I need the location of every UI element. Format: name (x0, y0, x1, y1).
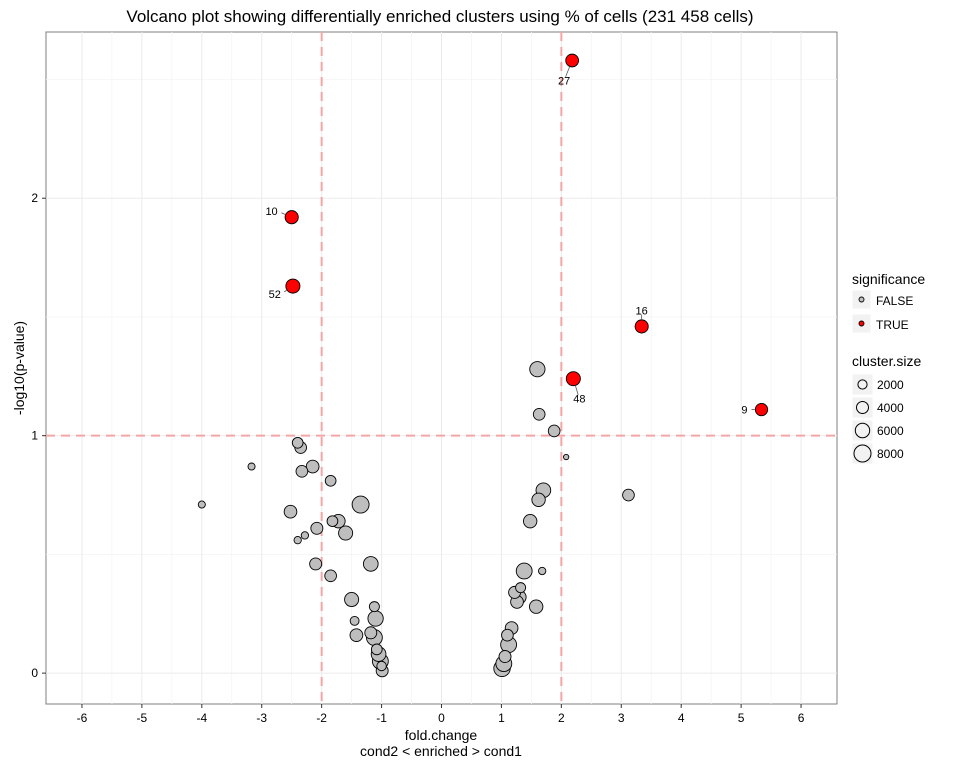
non-significant-point (324, 474, 337, 487)
point-label: 27 (558, 75, 570, 87)
non-significant-point (531, 492, 546, 507)
non-significant-point (515, 582, 527, 594)
y-axis-label: -log10(p-value) (11, 321, 27, 415)
point-label: 48 (573, 394, 585, 406)
point-label-leader (283, 289, 288, 293)
point-label: 9 (741, 405, 747, 417)
non-significant-point (563, 453, 570, 461)
point-label-leader (565, 66, 571, 77)
x-tick-label: 4 (678, 711, 685, 725)
point-label: 52 (269, 289, 281, 301)
legend-size-title: cluster.size (852, 353, 921, 369)
legend-size-key-1 (851, 373, 874, 396)
non-significant-point (547, 424, 561, 438)
significant-point (754, 402, 769, 417)
x-tick-label: 6 (798, 711, 805, 725)
non-significant-point (293, 536, 302, 545)
legend-size-2000 (857, 379, 868, 390)
non-significant-point (368, 601, 380, 613)
threshold-lines (46, 32, 837, 704)
non-significant-point (501, 628, 514, 642)
non-significant-point (349, 615, 360, 626)
non-significant-point (370, 643, 383, 656)
x-tick-label: 1 (498, 711, 505, 725)
non-significant-point (295, 464, 309, 478)
significant-point (284, 210, 299, 225)
legend-size-4000 (856, 401, 869, 414)
legend-true-swatch (858, 320, 865, 327)
non-significant-point (622, 488, 635, 502)
non-significant-point (309, 557, 323, 571)
y-tick-label: 1 (31, 429, 38, 443)
legend-size-8000 (853, 444, 872, 463)
legend-size-label-8000: 8000 (877, 447, 904, 461)
non-significant-point (291, 436, 304, 449)
non-significant-point (538, 566, 547, 576)
y-tick-label: 0 (31, 666, 38, 680)
non-significant-point (523, 513, 538, 529)
significant-point (634, 319, 649, 334)
point-label: 16 (636, 305, 648, 317)
legend-true-label: TRUE (876, 318, 909, 332)
non-significant-point (529, 599, 544, 614)
x-tick-label: -6 (77, 711, 88, 725)
non-significant-point (498, 650, 512, 663)
x-tick-label: -1 (376, 711, 387, 725)
y-tick-label: 2 (31, 191, 38, 205)
non-significant-point (344, 592, 360, 608)
legend-significance-title: significance (852, 271, 925, 287)
non-significant-point (326, 515, 339, 527)
non-significant-point (349, 628, 364, 642)
x-tick-label: 2 (558, 711, 565, 725)
point-label-leader (281, 212, 286, 215)
chart-title: Volcano plot showing differentially enri… (126, 7, 753, 26)
x-tick-label: -3 (256, 711, 267, 725)
non-significant-point (529, 361, 546, 378)
non-significant-point (515, 562, 533, 580)
non-significant-point (376, 660, 387, 672)
legend-false-label: FALSE (876, 294, 913, 308)
data-points (197, 53, 769, 678)
x-tick-label: -4 (196, 711, 207, 725)
legend-size-6000 (854, 422, 871, 439)
point-labels: 27 10 52 16 48 9 (265, 66, 756, 417)
legend-false-swatch (858, 296, 865, 303)
non-significant-point (300, 531, 310, 540)
non-significant-point (364, 626, 378, 640)
minor-grid (46, 32, 837, 704)
y-axis-ticks: 0 1 2 (31, 191, 46, 680)
non-significant-point (532, 407, 546, 421)
legend-size-key-4 (851, 442, 874, 465)
x-tick-label: 3 (618, 711, 625, 725)
legend-size-label-2000: 2000 (877, 378, 904, 392)
legend-size-label-4000: 4000 (877, 401, 904, 415)
x-tick-label: 0 (438, 711, 445, 725)
x-tick-label: -5 (137, 711, 148, 725)
non-significant-point (197, 500, 206, 509)
non-significant-point (324, 569, 337, 583)
legend-size-label-6000: 6000 (877, 424, 904, 438)
x-tick-label: -2 (316, 711, 327, 725)
major-grid (46, 32, 837, 704)
non-significant-point (367, 610, 384, 627)
x-axis-ticks: -6 -5 -4 -3 -2 -1 0 1 2 3 4 5 6 (77, 704, 805, 725)
point-label-leader (574, 385, 579, 395)
x-axis-sublabel: cond2 < enriched > cond1 (360, 743, 522, 759)
x-axis-label: fold.change (405, 727, 478, 743)
non-significant-point (247, 462, 256, 471)
x-tick-label: 5 (738, 711, 745, 725)
non-significant-point (338, 525, 354, 541)
legend-size-key-2 (851, 396, 874, 419)
non-significant-point (283, 504, 298, 519)
non-significant-point (305, 459, 320, 474)
significant-point (565, 53, 579, 68)
point-label: 10 (265, 206, 277, 218)
non-significant-point (351, 495, 370, 514)
non-significant-point (310, 521, 324, 535)
legend: significance FALSE TRUE cluster.size 200… (851, 271, 925, 465)
significant-point (565, 371, 581, 387)
significant-point (285, 278, 301, 294)
non-significant-point (362, 556, 379, 572)
